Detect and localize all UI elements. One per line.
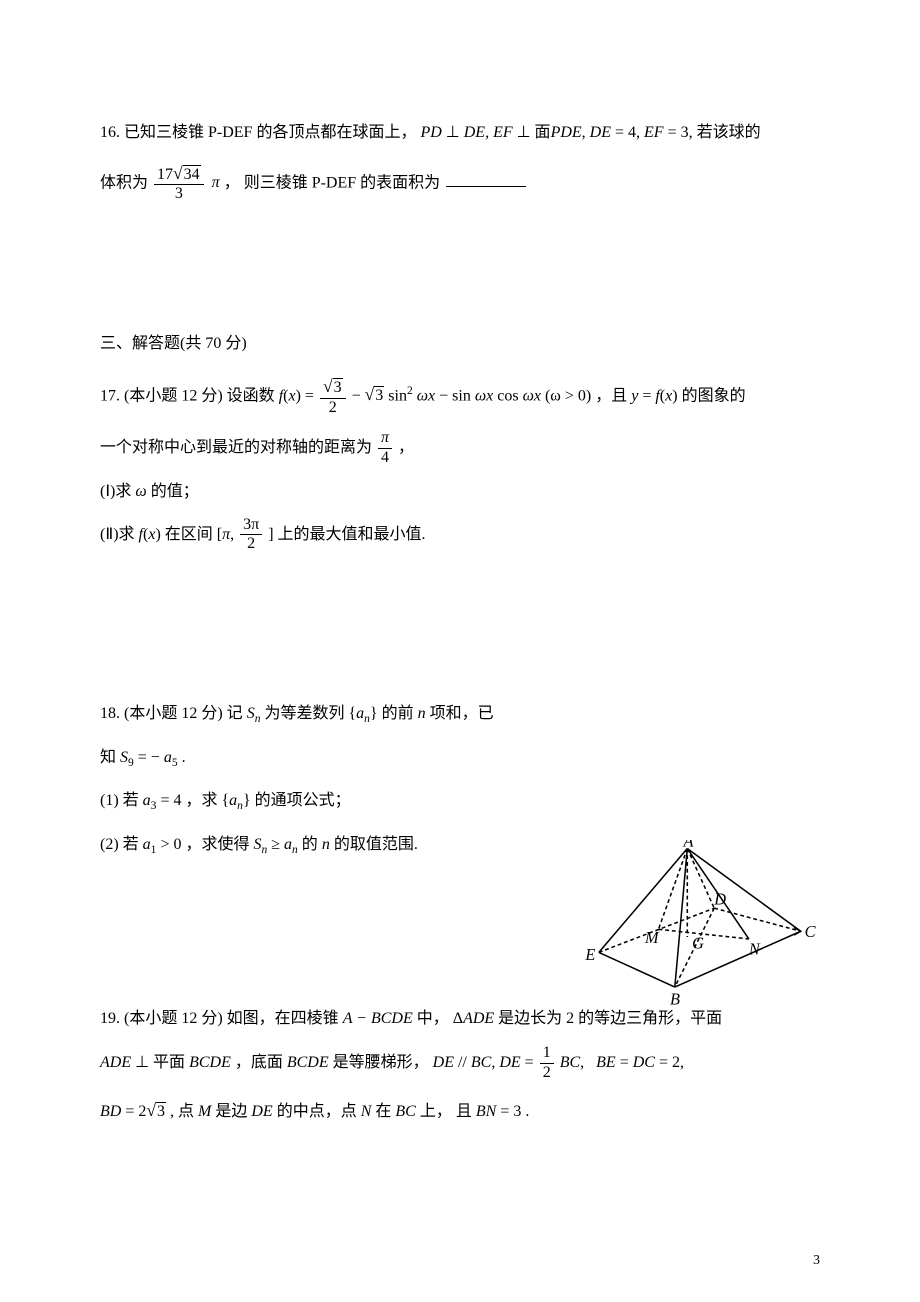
section-3-title: 三、解答题(共 70 分) xyxy=(100,331,820,357)
p16-line1: 16. 已知三棱锥 P-DEF 的各顶点都在球面上， PD ⊥ DE, EF ⊥… xyxy=(100,120,820,146)
p18-part1: (1) 若 a3 = 4 ，求 {an} 的通项公式； xyxy=(100,788,550,814)
fig-label-A: A xyxy=(682,840,694,851)
problem-18: 18. (本小题 12 分) 记 Sn 为等差数列 {an} 的前 n 项和，已… xyxy=(100,701,550,857)
p17-line2: 一个对称中心到最近的对称轴的距离为 π 4 ， xyxy=(100,430,820,467)
fig-label-N: N xyxy=(748,939,761,958)
p17-points: (本小题 12 分) xyxy=(124,387,223,404)
problem-17: 17. (本小题 12 分) 设函数 f(x) = √3 2 − √3 sin2… xyxy=(100,377,820,553)
p16-text2b: ， 则三棱锥 P-DEF 的表面积为 xyxy=(224,174,440,191)
p18-prefix: 18. xyxy=(100,705,120,722)
p17-prefix: 17. xyxy=(100,387,120,404)
fig-label-B: B xyxy=(670,989,680,1008)
p17-part2: (Ⅱ)求 f(x) 在区间 [π, 3π 2 ] 上的最大值和最小值. xyxy=(100,517,820,554)
p17-part1: (Ⅰ)求 ω 的值； xyxy=(100,479,820,505)
p19-line3: BD = 2√3 , 点 M 是边 DE 的中点，点 N 在 BC 上， 且 B… xyxy=(100,1096,820,1125)
pyramid-svg: A B C D E M N G xyxy=(570,840,820,1010)
fig-label-C: C xyxy=(805,922,817,941)
p18-points: (本小题 12 分) xyxy=(124,705,223,722)
p19-points: (本小题 12 分) xyxy=(124,1010,223,1027)
p16-line2: 体积为 17√34 3 π ， 则三棱锥 P-DEF 的表面积为 xyxy=(100,164,820,204)
fig-label-D: D xyxy=(713,889,726,908)
pyramid-figure: A B C D E M N G xyxy=(570,840,820,1010)
fig-label-M: M xyxy=(644,928,660,947)
p16-volume-frac: 17√34 3 xyxy=(154,164,204,204)
p18-line2: 知 S9 = − a5 . xyxy=(100,745,550,771)
p18-part2: (2) 若 a1 > 0 ，求使得 Sn ≥ an 的 n 的取值范围. xyxy=(100,832,550,858)
p16-text1b: 若该球的 xyxy=(697,124,761,141)
p18-line1: 18. (本小题 12 分) 记 Sn 为等差数列 {an} 的前 n 项和，已 xyxy=(100,701,550,727)
fig-label-G: G xyxy=(692,934,704,953)
problem-19: 19. (本小题 12 分) 如图，在四棱锥 A − BCDE 中， ΔADE … xyxy=(100,1006,820,1125)
p17-lead: 设函数 xyxy=(227,387,279,404)
problem-16: 16. 已知三棱锥 P-DEF 的各顶点都在球面上， PD ⊥ DE, EF ⊥… xyxy=(100,120,820,203)
p16-text1: 已知三棱锥 P-DEF 的各顶点都在球面上， xyxy=(124,124,416,141)
fig-label-E: E xyxy=(584,945,595,964)
page-number: 3 xyxy=(813,1250,820,1272)
p19-prefix: 19. xyxy=(100,1010,120,1027)
p19-line2: ADE ⊥ 平面 BCDE ，底面 BCDE 是等腰梯形， DE // BC, … xyxy=(100,1045,820,1082)
p16-text2a: 体积为 xyxy=(100,174,148,191)
p16-answer-blank[interactable] xyxy=(446,172,526,187)
p16-prefix: 16. xyxy=(100,124,120,141)
p17-line1: 17. (本小题 12 分) 设函数 f(x) = √3 2 − √3 sin2… xyxy=(100,377,820,417)
